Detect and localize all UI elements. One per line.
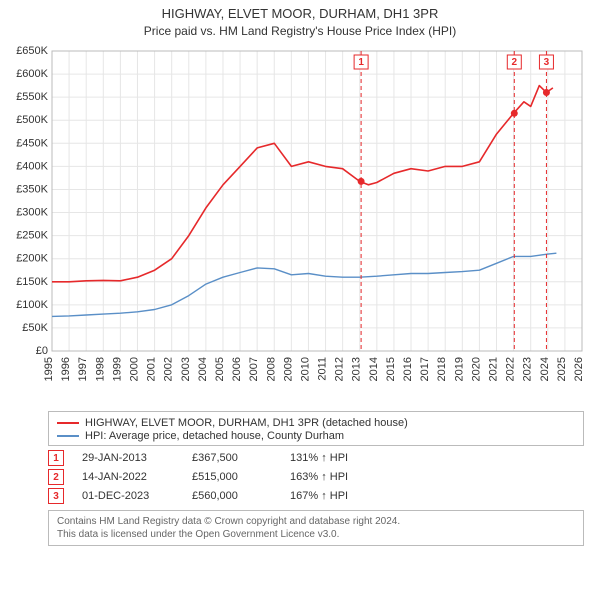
sale-row: 1 29-JAN-2013 £367,500 131% ↑ HPI	[48, 450, 584, 466]
svg-text:2013: 2013	[351, 357, 363, 381]
svg-text:£550K: £550K	[16, 91, 48, 103]
legend-label: HPI: Average price, detached house, Coun…	[85, 430, 344, 442]
svg-text:1999: 1999	[111, 357, 123, 381]
svg-text:2004: 2004	[197, 357, 209, 381]
svg-text:2024: 2024	[539, 357, 551, 381]
svg-text:2: 2	[512, 57, 518, 68]
legend-item-property: HIGHWAY, ELVET MOOR, DURHAM, DH1 3PR (de…	[57, 417, 575, 429]
svg-text:2014: 2014	[368, 357, 380, 381]
footer-line: This data is licensed under the Open Gov…	[57, 528, 575, 541]
svg-text:2022: 2022	[505, 357, 517, 381]
legend-label: HIGHWAY, ELVET MOOR, DURHAM, DH1 3PR (de…	[85, 417, 408, 429]
sale-price: £367,500	[192, 452, 272, 464]
sale-price: £560,000	[192, 490, 272, 502]
legend-swatch	[57, 422, 79, 424]
svg-text:3: 3	[544, 57, 550, 68]
svg-text:1998: 1998	[94, 357, 106, 381]
sale-date: 14-JAN-2022	[82, 471, 174, 483]
svg-text:2023: 2023	[522, 357, 534, 381]
svg-text:2001: 2001	[146, 357, 158, 381]
svg-text:2003: 2003	[180, 357, 192, 381]
svg-text:£200K: £200K	[16, 253, 48, 265]
sale-marker: 3	[48, 488, 64, 504]
svg-text:2002: 2002	[163, 357, 175, 381]
sale-marker: 1	[48, 450, 64, 466]
svg-text:2010: 2010	[299, 357, 311, 381]
sale-row: 3 01-DEC-2023 £560,000 167% ↑ HPI	[48, 488, 584, 504]
legend-swatch	[57, 435, 79, 437]
svg-text:2019: 2019	[453, 357, 465, 381]
svg-text:2011: 2011	[317, 357, 329, 381]
svg-text:2025: 2025	[556, 357, 568, 381]
svg-text:£600K: £600K	[16, 68, 48, 80]
sale-pct: 167% ↑ HPI	[290, 490, 348, 502]
svg-text:1: 1	[358, 57, 364, 68]
sale-row: 2 14-JAN-2022 £515,000 163% ↑ HPI	[48, 469, 584, 485]
svg-text:£400K: £400K	[16, 161, 48, 173]
svg-text:2017: 2017	[419, 357, 431, 381]
svg-text:2026: 2026	[573, 357, 585, 381]
svg-text:2021: 2021	[488, 357, 500, 381]
price-chart: £0 £50K £100K £150K £200K £250K £300K £350K £400…	[8, 45, 592, 405]
svg-text:2008: 2008	[265, 357, 277, 381]
svg-text:1995: 1995	[43, 357, 55, 381]
sale-pct: 163% ↑ HPI	[290, 471, 348, 483]
legend: HIGHWAY, ELVET MOOR, DURHAM, DH1 3PR (de…	[48, 411, 584, 446]
svg-text:2000: 2000	[128, 357, 140, 381]
sale-date: 01-DEC-2023	[82, 490, 174, 502]
svg-text:£650K: £650K	[16, 45, 48, 57]
sale-pct: 131% ↑ HPI	[290, 452, 348, 464]
svg-text:1996: 1996	[60, 357, 72, 381]
sales-table: 1 29-JAN-2013 £367,500 131% ↑ HPI 2 14-J…	[48, 450, 584, 504]
svg-text:£150K: £150K	[16, 276, 48, 288]
legend-item-hpi: HPI: Average price, detached house, Coun…	[57, 430, 575, 442]
svg-text:2016: 2016	[402, 357, 414, 381]
svg-text:£250K: £250K	[16, 230, 48, 242]
svg-text:2007: 2007	[248, 357, 260, 381]
svg-text:£450K: £450K	[16, 138, 48, 150]
svg-text:£300K: £300K	[16, 207, 48, 219]
svg-text:2012: 2012	[334, 357, 346, 381]
svg-text:2018: 2018	[436, 357, 448, 381]
svg-text:£500K: £500K	[16, 114, 48, 126]
svg-text:2015: 2015	[385, 357, 397, 381]
svg-text:£50K: £50K	[22, 322, 48, 334]
svg-text:1997: 1997	[77, 357, 89, 381]
svg-text:£100K: £100K	[16, 299, 48, 311]
sale-date: 29-JAN-2013	[82, 452, 174, 464]
svg-text:2006: 2006	[231, 357, 243, 381]
svg-text:2005: 2005	[214, 357, 226, 381]
title-subtitle: Price paid vs. HM Land Registry's House …	[8, 24, 592, 39]
svg-text:£0: £0	[36, 345, 48, 357]
svg-text:£350K: £350K	[16, 184, 48, 196]
footer-line: Contains HM Land Registry data © Crown c…	[57, 515, 575, 528]
sale-price: £515,000	[192, 471, 272, 483]
footer-licence: Contains HM Land Registry data © Crown c…	[48, 510, 584, 546]
svg-text:2020: 2020	[470, 357, 482, 381]
svg-text:2009: 2009	[282, 357, 294, 381]
sale-marker: 2	[48, 469, 64, 485]
title-address: HIGHWAY, ELVET MOOR, DURHAM, DH1 3PR	[8, 6, 592, 22]
